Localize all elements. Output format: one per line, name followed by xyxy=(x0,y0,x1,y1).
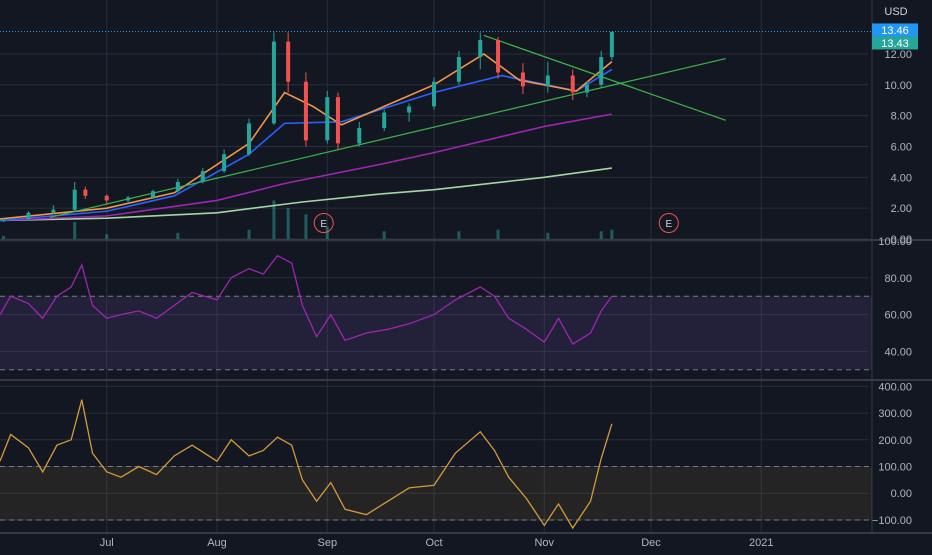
time-axis[interactable]: Jul Aug Sep Oct Nov Dec 2021 xyxy=(100,537,774,549)
x-tick-label: Jul xyxy=(100,537,114,549)
earnings-marker-label: E xyxy=(320,219,327,230)
y-tick-label: 12.00 xyxy=(884,49,912,61)
y-tick-label: 8.00 xyxy=(891,111,912,123)
rsi-pane[interactable]: 40.00 60.00 80.00 100.00 xyxy=(0,236,932,381)
candle-body xyxy=(599,57,604,85)
candle-body xyxy=(200,171,205,182)
price-label-box xyxy=(872,23,918,37)
x-tick-label: 2021 xyxy=(749,537,773,549)
y-tick-label: 6.00 xyxy=(891,141,912,153)
y-tick-label: 200.00 xyxy=(878,435,912,447)
volume-bar xyxy=(286,208,290,239)
candle-body xyxy=(456,57,461,82)
volume-bar xyxy=(105,234,109,239)
volume-bar xyxy=(382,231,386,239)
volume-bar xyxy=(546,232,550,239)
price-pane[interactable]: 0.002.004.006.008.0010.0012.0013.4613.43… xyxy=(0,0,932,246)
candle-body xyxy=(72,189,77,210)
candle-body xyxy=(335,97,340,144)
candle-body xyxy=(303,81,308,141)
y-tick-label: 100.00 xyxy=(878,462,912,474)
candle-body xyxy=(175,181,180,192)
indicator-line xyxy=(0,399,613,530)
y-tick-label: 80.00 xyxy=(884,273,912,285)
candle-body xyxy=(570,75,575,93)
y-tick-label: 40.00 xyxy=(884,346,912,358)
volume-bar xyxy=(599,231,603,239)
indicator-band xyxy=(0,296,872,370)
volume-bar xyxy=(304,214,308,239)
y-tick-label: 10.00 xyxy=(884,80,912,92)
volume-bar xyxy=(247,229,251,239)
price-label-text: 13.43 xyxy=(881,38,909,50)
volume-bar xyxy=(2,235,6,239)
y-tick-label: 300.00 xyxy=(878,408,912,420)
trendline xyxy=(483,34,726,121)
moving-average-line xyxy=(0,167,612,222)
candle-body xyxy=(584,84,589,93)
candle-body xyxy=(271,41,276,124)
candle-body xyxy=(126,197,131,201)
candle-body xyxy=(357,127,362,144)
earnings-marker-label: E xyxy=(665,219,672,230)
candle-body xyxy=(286,41,291,82)
volume-bar xyxy=(176,232,180,239)
x-tick-label: Sep xyxy=(317,537,337,549)
x-tick-label: Dec xyxy=(641,537,661,549)
currency-label: USD xyxy=(884,6,907,18)
volume-bar xyxy=(73,222,77,239)
volume-bar xyxy=(496,229,500,239)
candle-body xyxy=(520,72,525,87)
candle-body xyxy=(83,189,88,196)
candle-body xyxy=(478,40,483,58)
candle-body xyxy=(432,81,436,107)
candle-body xyxy=(545,75,550,87)
price-label-text: 13.46 xyxy=(881,25,909,37)
candle-body xyxy=(609,31,614,58)
volume-bar xyxy=(272,200,276,239)
y-tick-label: 100.00 xyxy=(878,236,912,248)
candle-body xyxy=(51,209,56,213)
cci-pane[interactable]: −100.00 0.00 100.00 200.00 300.00 400.00 xyxy=(0,381,932,534)
indicator-line xyxy=(0,254,613,345)
candle-body xyxy=(1,218,6,221)
moving-average-line xyxy=(0,113,613,222)
volume-bar xyxy=(610,229,614,239)
y-tick-label: 60.00 xyxy=(884,310,912,322)
volume-bar xyxy=(325,226,329,239)
candle-body xyxy=(407,106,412,113)
x-tick-label: Nov xyxy=(534,537,554,549)
candle-body xyxy=(104,195,109,201)
candle-body xyxy=(150,191,155,198)
candle-body xyxy=(496,40,501,73)
volume-bar xyxy=(457,231,461,239)
candle-body xyxy=(247,123,252,155)
price-label-box xyxy=(872,36,918,50)
y-tick-label: 400.00 xyxy=(878,381,912,393)
candle-body xyxy=(325,97,330,141)
earnings-marker xyxy=(313,213,334,233)
candle-body xyxy=(26,212,31,219)
y-tick-label: 0.00 xyxy=(891,488,912,500)
y-tick-label: 4.00 xyxy=(891,172,912,184)
y-tick-label: −100.00 xyxy=(872,515,912,527)
x-tick-label: Aug xyxy=(207,537,227,549)
y-tick-label: 2.00 xyxy=(891,203,912,215)
trendline xyxy=(49,58,726,218)
candle-body xyxy=(382,112,387,128)
x-tick-label: Oct xyxy=(425,537,442,549)
candle-body xyxy=(222,154,227,172)
earnings-marker xyxy=(658,213,679,233)
indicator-band xyxy=(0,466,872,520)
